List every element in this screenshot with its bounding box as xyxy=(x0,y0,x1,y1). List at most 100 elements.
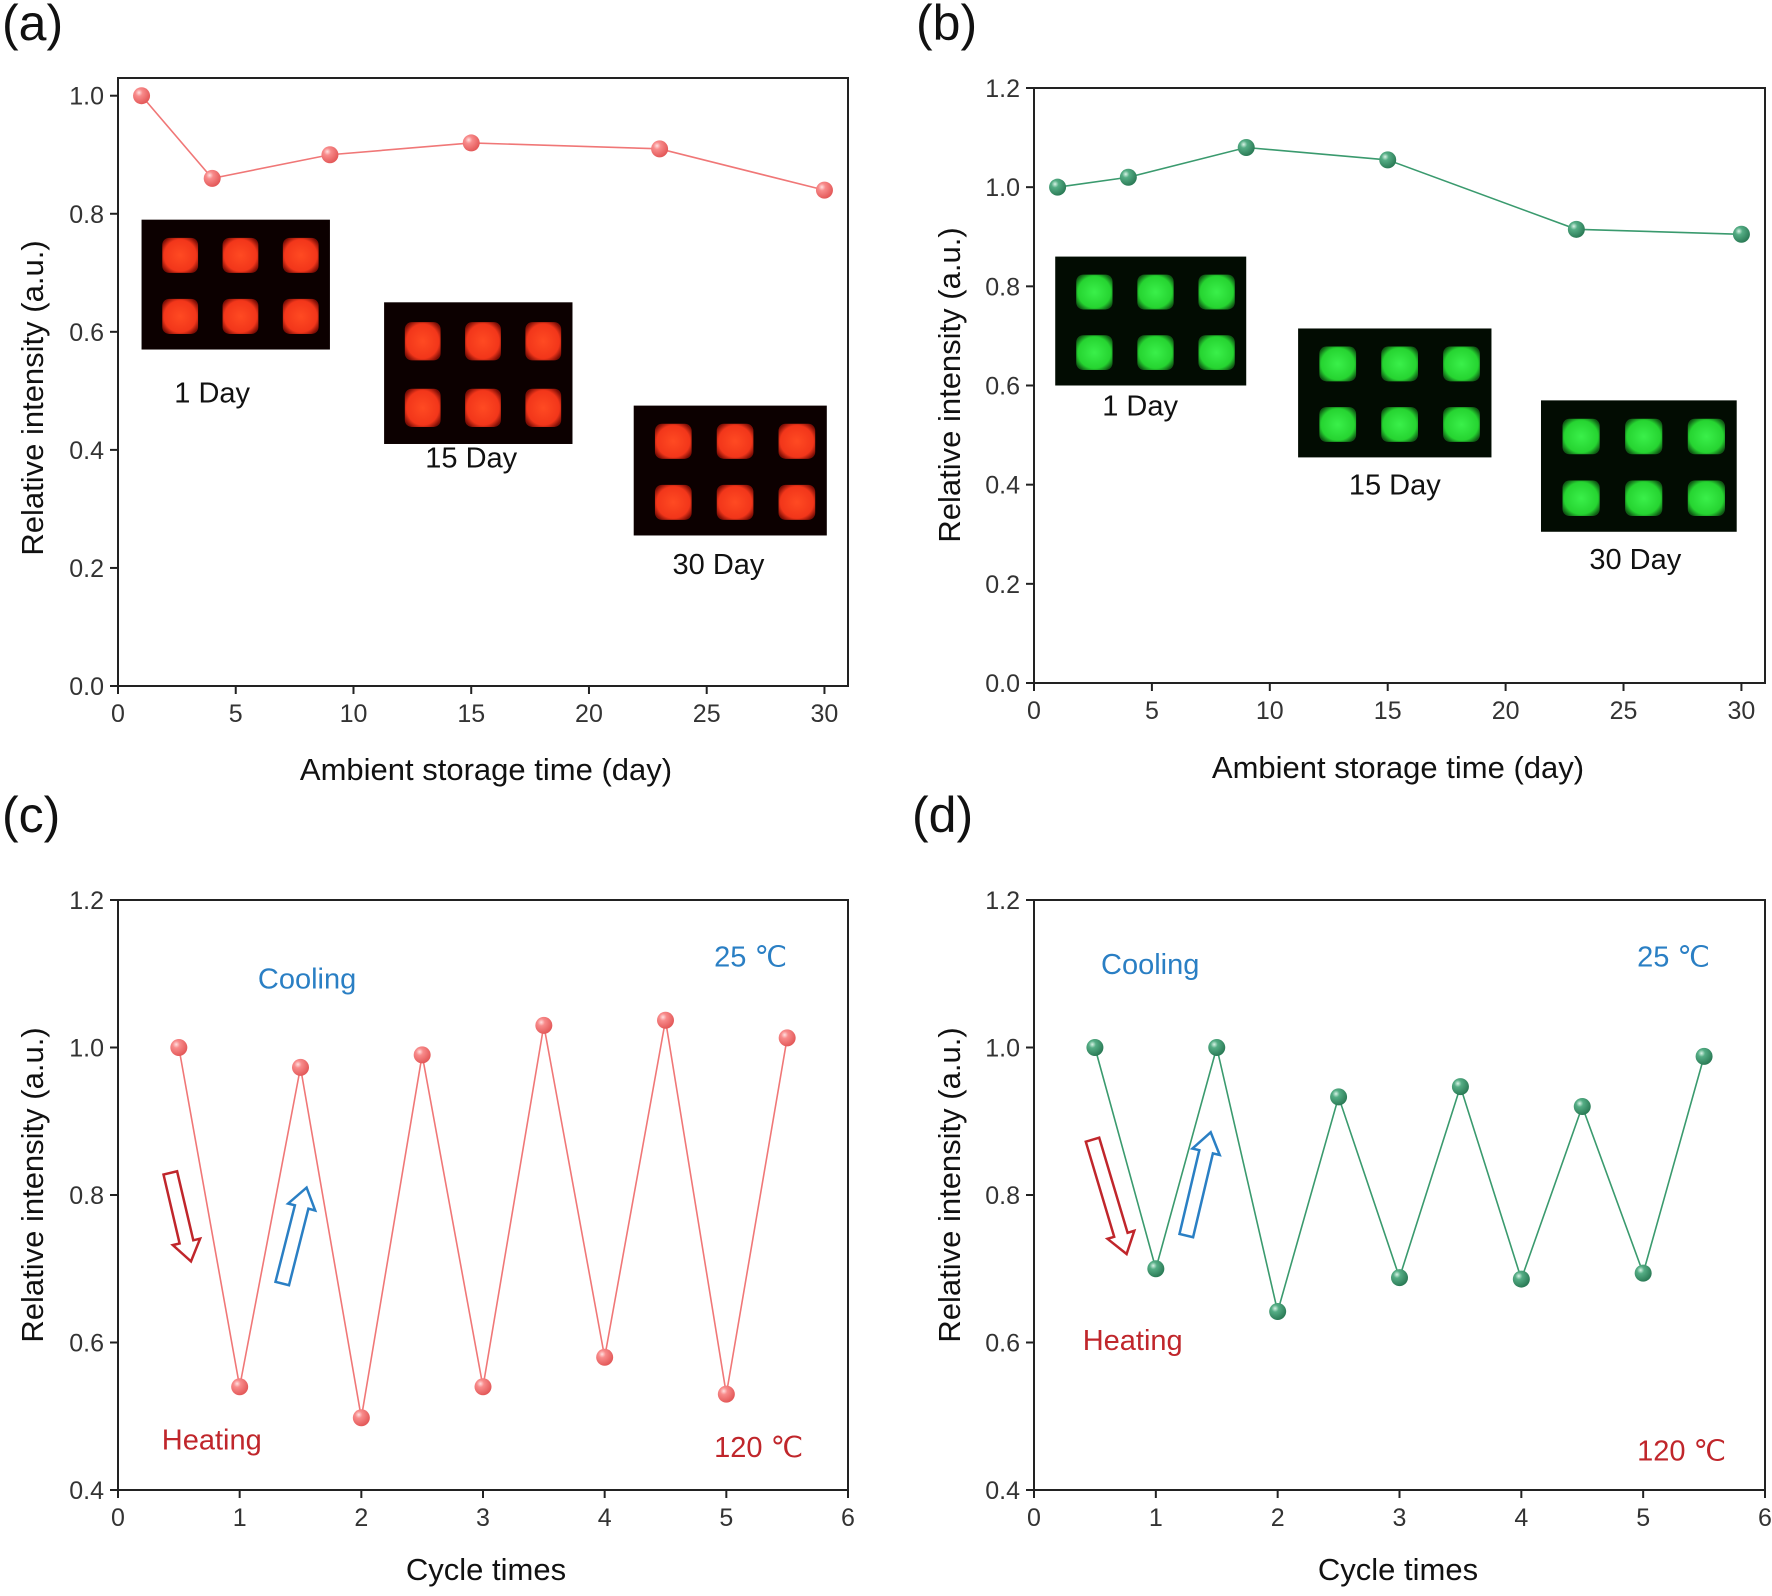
emitting-pixel xyxy=(1198,274,1235,310)
x-tick-label: 0 xyxy=(111,1504,125,1532)
data-point xyxy=(778,1029,796,1047)
plot-area-a: 0 5 10 15 20 25 30 0.0 0.2 0.4 0.6 0.8 1.0 1 Day 15 Da… xyxy=(69,77,849,728)
x-tick-label: 6 xyxy=(841,1504,855,1532)
x-tick-label: 0 xyxy=(1027,697,1041,725)
y-tick-label: 1.0 xyxy=(69,1035,104,1063)
x-tick-label: 5 xyxy=(1145,697,1159,725)
data-point xyxy=(651,140,669,158)
y-tick-label: 0.2 xyxy=(985,571,1020,599)
data-point xyxy=(1695,1047,1713,1065)
data-point xyxy=(596,1348,614,1366)
data-point xyxy=(1379,151,1397,169)
x-tick-label: 2 xyxy=(1271,1504,1285,1532)
panel-a: (a) 0 5 10 15 20 25 30 0.0 0.2 0.4 0.6 0.8 1.0 1 Day 1… xyxy=(2,0,849,787)
emitting-pixel xyxy=(654,484,692,520)
inset-label: 1 Day xyxy=(174,378,250,410)
emitting-pixel xyxy=(1687,418,1725,455)
panel-b: (b) 0 5 10 15 20 25 30 0.0 0.2 0.4 0.6 0.8 1.0 1.2 1 D… xyxy=(916,0,1766,785)
emitting-pixel xyxy=(716,484,754,520)
x-tick-label: 4 xyxy=(1514,1504,1528,1532)
data-point xyxy=(717,1385,735,1403)
y-tick-label: 0.6 xyxy=(69,1330,104,1358)
heating-label: Heating xyxy=(162,1424,262,1456)
y-axis-title-d: Relative intensity (a.u.) xyxy=(932,1027,967,1342)
plot-frame xyxy=(117,899,849,1491)
data-point xyxy=(1732,225,1750,243)
data-point xyxy=(170,1039,188,1056)
emitting-pixel xyxy=(1625,418,1663,455)
cooling-label: Cooling xyxy=(1101,949,1199,981)
data-point xyxy=(474,1378,492,1396)
x-tick-label: 5 xyxy=(719,1504,733,1532)
inset-image-2 xyxy=(384,302,573,444)
y-tick-label: 0.2 xyxy=(69,555,104,583)
y-tick-label: 1.0 xyxy=(985,1035,1020,1063)
y-tick-label: 0.4 xyxy=(985,472,1020,500)
panel-label-c: (c) xyxy=(2,787,60,843)
data-point xyxy=(1567,220,1585,238)
x-axis-title-b: Ambient storage time (day) xyxy=(1212,750,1584,785)
inset-label: 1 Day xyxy=(1102,390,1178,422)
data-point xyxy=(1208,1039,1226,1056)
series-line xyxy=(140,95,825,191)
data-point xyxy=(321,146,339,164)
data-point xyxy=(1330,1088,1348,1106)
x-tick-label: 5 xyxy=(1636,1504,1650,1532)
emitting-pixel xyxy=(404,322,441,361)
x-tick-label: 1 xyxy=(1149,1504,1163,1532)
emitting-pixel xyxy=(716,423,754,459)
series-line xyxy=(1057,146,1742,236)
inset-image-3 xyxy=(633,405,827,536)
x-tick-label: 25 xyxy=(1610,697,1638,725)
panel-label-a: (a) xyxy=(2,0,63,51)
data-point xyxy=(413,1046,431,1064)
y-tick-label: 1.2 xyxy=(985,75,1020,103)
emitting-pixel xyxy=(1076,335,1113,371)
data-point xyxy=(462,134,480,152)
x-tick-label: 3 xyxy=(1393,1504,1407,1532)
y-tick-label: 0.0 xyxy=(69,673,104,701)
data-point xyxy=(1451,1078,1469,1096)
emitting-pixel xyxy=(654,423,692,459)
x-tick-label: 20 xyxy=(1492,697,1520,725)
y-tick-label: 1.2 xyxy=(69,887,104,915)
emitting-pixel xyxy=(465,388,501,427)
inset-image-2 xyxy=(1298,328,1492,458)
emitting-pixel xyxy=(404,388,441,427)
y-tick-label: 1.0 xyxy=(69,83,104,111)
y-tick-label: 0.8 xyxy=(69,1182,104,1210)
emitting-pixel xyxy=(1319,407,1357,442)
y-tick-label: 0.4 xyxy=(69,1477,104,1505)
x-tick-label: 5 xyxy=(229,700,243,728)
plot-area-d: 0 1 2 3 4 5 6 0.4 0.6 0.8 1.0 1.2 Cooling 25 ℃ Heating… xyxy=(985,887,1772,1532)
emitting-pixel xyxy=(1625,480,1663,517)
cooling-label: Cooling xyxy=(258,964,356,996)
x-axis-title-c: Cycle times xyxy=(406,1552,566,1587)
emitting-pixel xyxy=(282,298,319,334)
cooling-arrow-icon xyxy=(1177,1130,1222,1239)
plot-area-c: 0 1 2 3 4 5 6 0.4 0.6 0.8 1.0 1.2 Cooling 25 ℃ Heating… xyxy=(69,887,855,1532)
x-tick-label: 6 xyxy=(1758,1504,1772,1532)
x-tick-label: 0 xyxy=(1027,1504,1041,1532)
x-tick-label: 10 xyxy=(1256,697,1284,725)
x-tick-label: 25 xyxy=(693,700,721,728)
emitting-pixel xyxy=(1076,274,1113,310)
data-point xyxy=(1573,1098,1591,1115)
y-tick-label: 0.6 xyxy=(985,1330,1020,1358)
data-point xyxy=(1147,1260,1165,1278)
heating-arrow-icon xyxy=(1084,1136,1137,1257)
plot-frame xyxy=(117,77,849,687)
emitting-pixel xyxy=(222,298,259,334)
x-tick-label: 20 xyxy=(575,700,603,728)
emitting-pixel xyxy=(282,237,319,273)
x-tick-label: 15 xyxy=(1374,697,1402,725)
y-tick-label: 0.8 xyxy=(985,1182,1020,1210)
emitting-pixel xyxy=(1443,407,1480,442)
emitting-pixel xyxy=(1443,346,1480,382)
data-point xyxy=(1512,1270,1530,1288)
data-point xyxy=(1391,1269,1408,1287)
panel-label-b: (b) xyxy=(916,0,977,51)
heating-label: Heating xyxy=(1083,1325,1183,1357)
data-point xyxy=(292,1058,309,1076)
data-point xyxy=(535,1016,553,1034)
